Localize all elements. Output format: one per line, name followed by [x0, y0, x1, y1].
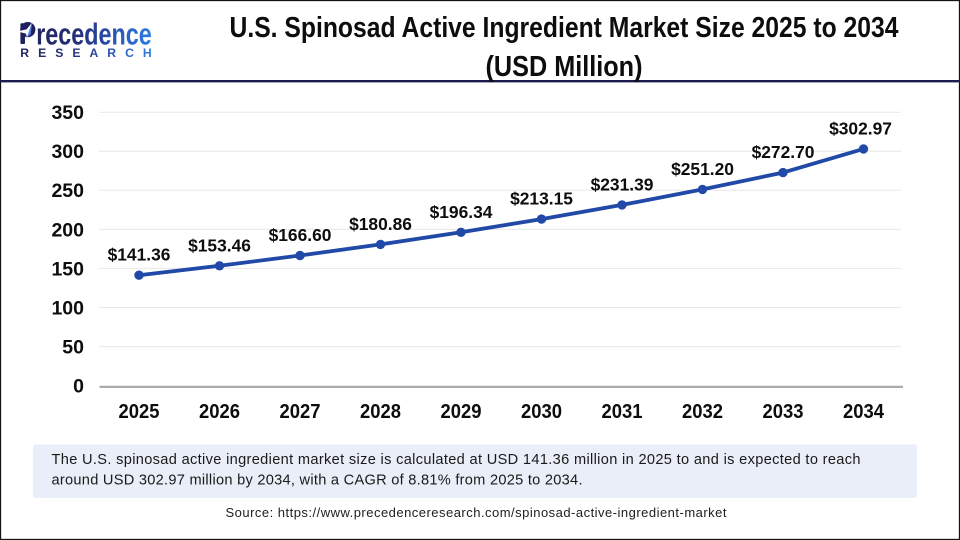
svg-text:around USD 302.97 million by 2: around USD 302.97 million by 2034, with …	[52, 472, 583, 488]
svg-text:U.S. Spinosad Active Ingredien: U.S. Spinosad Active Ingredient Market S…	[230, 12, 899, 44]
svg-text:2030: 2030	[521, 400, 562, 423]
svg-text:$231.39: $231.39	[591, 174, 654, 194]
svg-text:$153.46: $153.46	[188, 235, 251, 255]
svg-text:250: 250	[51, 180, 84, 202]
svg-text:2031: 2031	[602, 400, 643, 423]
svg-text:350: 350	[51, 102, 84, 124]
svg-text:100: 100	[51, 297, 84, 319]
svg-text:2029: 2029	[441, 400, 482, 423]
svg-text:2026: 2026	[199, 400, 240, 423]
svg-text:2033: 2033	[763, 400, 804, 423]
svg-text:$213.15: $213.15	[510, 189, 573, 209]
svg-text:150: 150	[51, 258, 84, 280]
svg-text:$302.97: $302.97	[829, 118, 892, 138]
svg-text:$166.60: $166.60	[269, 225, 332, 245]
svg-text:2028: 2028	[360, 400, 401, 423]
svg-text:The U.S. spinosad active ingre: The U.S. spinosad active ingredient mark…	[52, 452, 861, 468]
svg-text:50: 50	[62, 337, 84, 359]
svg-text:$196.34: $196.34	[430, 202, 493, 222]
svg-text:Source: https://www.precedence: Source: https://www.precedenceresearch.c…	[226, 505, 727, 520]
svg-text:2034: 2034	[843, 400, 885, 423]
svg-text:2032: 2032	[682, 400, 723, 423]
svg-text:$180.86: $180.86	[349, 214, 412, 234]
svg-text:2025: 2025	[119, 400, 160, 423]
svg-text:(USD Million): (USD Million)	[486, 51, 643, 83]
svg-text:2027: 2027	[280, 400, 321, 423]
svg-text:$272.70: $272.70	[752, 142, 815, 162]
svg-text:300: 300	[51, 141, 84, 163]
svg-text:0: 0	[73, 376, 84, 398]
svg-text:200: 200	[51, 219, 84, 241]
svg-text:recedence: recedence	[36, 17, 152, 52]
svg-text:$251.20: $251.20	[671, 159, 734, 179]
svg-text:$141.36: $141.36	[108, 245, 171, 265]
